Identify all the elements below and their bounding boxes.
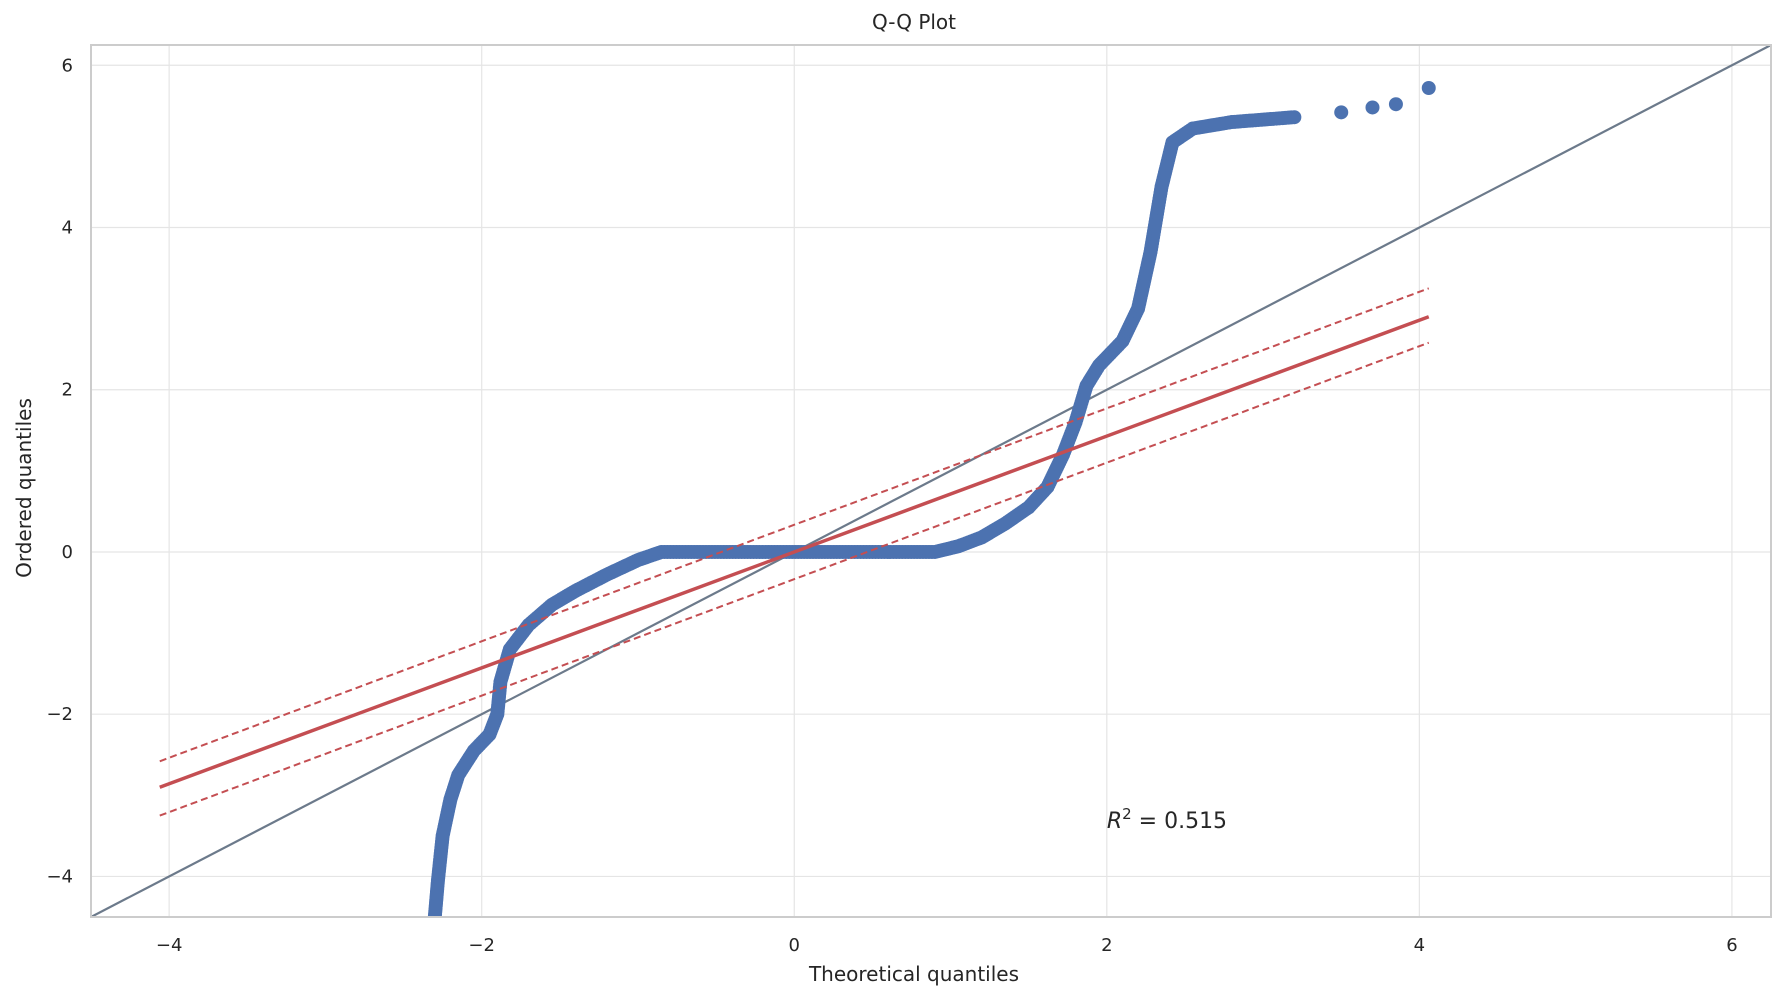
plot-border xyxy=(90,44,1772,918)
x-tick-label: 4 xyxy=(1414,935,1425,956)
fit-line xyxy=(159,287,1430,817)
reference-line-path xyxy=(91,45,1771,917)
qq-point xyxy=(1287,110,1302,125)
fit-line-path xyxy=(159,315,1430,789)
y-tick-label: 4 xyxy=(62,218,73,239)
y-tick-label: 6 xyxy=(62,55,73,76)
reference-line xyxy=(91,45,1771,917)
lower-confidence-band xyxy=(159,341,1430,817)
r-squared-annotation: R2 = 0.515 xyxy=(1107,805,1227,834)
x-tick-label: 2 xyxy=(1101,935,1112,956)
y-tick-label: 2 xyxy=(62,380,73,401)
x-tick-label: −4 xyxy=(156,935,183,956)
plot-frame xyxy=(90,44,1772,918)
r-symbol: R xyxy=(1107,809,1122,834)
y-axis-label: Ordered quantiles xyxy=(12,398,36,578)
upper-confidence-band xyxy=(159,287,1430,763)
x-tick-label: 0 xyxy=(789,935,800,956)
qq-point xyxy=(1365,100,1380,115)
r-value: = 0.515 xyxy=(1132,809,1227,834)
chart-title: Q-Q Plot xyxy=(872,10,956,34)
qq-point xyxy=(1334,105,1349,120)
qq-point xyxy=(1388,97,1403,112)
r-superscript: 2 xyxy=(1122,805,1132,823)
x-tick-label: −2 xyxy=(468,935,495,956)
y-tick-label: −4 xyxy=(46,866,73,887)
x-axis-label: Theoretical quantiles xyxy=(808,962,1019,986)
y-tick-label: 0 xyxy=(62,542,73,563)
x-tick-label: 6 xyxy=(1726,935,1737,956)
tick-labels: −4 −2 0 2 4 6 −4 −2 0 2 4 6 xyxy=(46,55,1737,956)
qq-point xyxy=(1421,80,1436,95)
y-tick-label: −2 xyxy=(46,704,73,725)
